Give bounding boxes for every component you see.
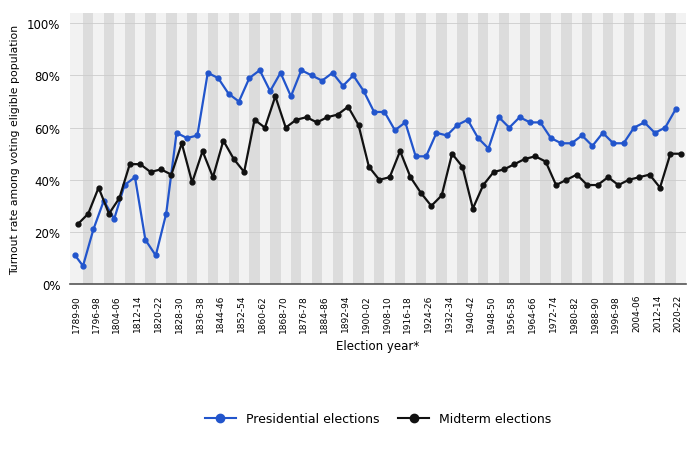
Bar	[187, 14, 197, 285]
Bar	[156, 14, 166, 285]
Bar	[208, 14, 218, 285]
Bar	[489, 14, 499, 285]
Presidential elections	[79, 263, 88, 269]
X-axis label: Election year*: Election year*	[337, 339, 419, 352]
Bar	[354, 14, 364, 285]
Midterm elections	[677, 151, 685, 157]
Bar	[561, 14, 572, 285]
Bar	[73, 14, 83, 285]
Bar	[93, 14, 104, 285]
Midterm elections	[94, 185, 103, 191]
Bar	[499, 14, 510, 285]
Bar	[301, 14, 312, 285]
Bar	[654, 14, 665, 285]
Bar	[582, 14, 592, 285]
Presidential elections	[99, 198, 108, 204]
Bar	[218, 14, 228, 285]
Bar	[468, 14, 478, 285]
Bar	[551, 14, 561, 285]
Bar	[645, 14, 654, 285]
Bar	[416, 14, 426, 285]
Bar	[665, 14, 676, 285]
Midterm elections	[136, 162, 144, 168]
Bar	[228, 14, 239, 285]
Bar	[374, 14, 384, 285]
Bar	[603, 14, 613, 285]
Bar	[176, 14, 187, 285]
Bar	[104, 14, 114, 285]
Bar	[676, 14, 686, 285]
Bar	[384, 14, 395, 285]
Presidential elections	[526, 120, 534, 126]
Bar	[281, 14, 291, 285]
Bar	[322, 14, 332, 285]
Bar	[260, 14, 270, 285]
Midterm elections	[230, 157, 238, 162]
Bar	[83, 14, 93, 285]
Bar	[426, 14, 437, 285]
Line: Midterm elections: Midterm elections	[76, 95, 683, 227]
Presidential elections	[172, 131, 181, 136]
Presidential elections	[141, 238, 150, 243]
Bar	[125, 14, 135, 285]
Midterm elections	[271, 95, 279, 100]
Bar	[510, 14, 519, 285]
Legend: Presidential elections, Midterm elections: Presidential elections, Midterm election…	[199, 407, 556, 430]
Bar	[530, 14, 540, 285]
Bar	[519, 14, 530, 285]
Bar	[364, 14, 374, 285]
Bar	[395, 14, 405, 285]
Midterm elections	[74, 222, 82, 228]
Bar	[457, 14, 468, 285]
Bar	[447, 14, 457, 285]
Presidential elections	[71, 253, 79, 259]
Line: Presidential elections: Presidential elections	[73, 69, 678, 269]
Bar	[312, 14, 322, 285]
Bar	[114, 14, 125, 285]
Presidential elections	[671, 107, 680, 113]
Bar	[634, 14, 645, 285]
Bar	[613, 14, 624, 285]
Bar	[592, 14, 603, 285]
Bar	[146, 14, 156, 285]
Bar	[249, 14, 260, 285]
Bar	[197, 14, 208, 285]
Bar	[343, 14, 354, 285]
Presidential elections	[401, 120, 410, 126]
Bar	[239, 14, 249, 285]
Bar	[270, 14, 281, 285]
Bar	[624, 14, 634, 285]
Bar	[540, 14, 551, 285]
Bar	[135, 14, 146, 285]
Midterm elections	[521, 157, 529, 162]
Bar	[572, 14, 582, 285]
Bar	[332, 14, 343, 285]
Presidential elections	[234, 100, 243, 105]
Midterm elections	[167, 173, 176, 178]
Presidential elections	[256, 68, 264, 74]
Bar	[437, 14, 447, 285]
Bar	[478, 14, 489, 285]
Bar	[405, 14, 416, 285]
Y-axis label: Turnout rate among voting eligible population: Turnout rate among voting eligible popul…	[10, 24, 20, 274]
Bar	[166, 14, 176, 285]
Midterm elections	[396, 149, 405, 155]
Bar	[291, 14, 301, 285]
